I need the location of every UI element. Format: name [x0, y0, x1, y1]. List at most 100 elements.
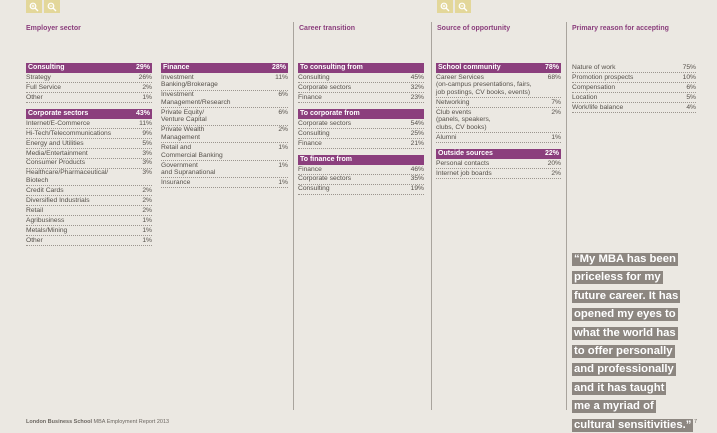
table-row: Insurance 1% [161, 178, 288, 189]
page-number: 7 [694, 419, 698, 425]
data-group: Finance 28% Investment Banking/Brokerage 11… [161, 63, 288, 189]
data-group: Consulting 29% Strategy 26% Full Service 2% Ot… [26, 63, 152, 103]
group-header: Outside sources 22% [436, 149, 561, 160]
quote-line-wrap: cultural sensitivities.” [572, 415, 714, 433]
group-header-label: Outside sources [438, 150, 493, 158]
row-value: 75% [682, 63, 696, 71]
row-label: Other [26, 93, 43, 101]
table-row: Internet job boards 2% [436, 169, 561, 180]
table-row: Personal contacts 20% [436, 159, 561, 170]
primary-reason-title: Primary reason for accepting [572, 25, 669, 32]
row-value: 3% [142, 149, 152, 157]
table-row: Consulting 19% [298, 185, 424, 195]
row-value: 1% [278, 179, 288, 187]
table-row: Internet/E-Commerce 11% [26, 119, 152, 129]
row-value: 45% [410, 73, 424, 81]
zoom-in-icon[interactable] [26, 0, 42, 13]
zoom-out-icon[interactable] [455, 0, 471, 13]
row-label: Consumer Products [26, 159, 86, 167]
row-value: 3% [142, 169, 152, 177]
row-value: 5% [686, 93, 696, 101]
quote-line: and professionally [572, 363, 676, 377]
row-value: 1% [142, 226, 152, 234]
row-label: Club events (panels, speakers, clubs, CV… [436, 108, 491, 131]
quote-line: “My MBA has been [572, 253, 678, 266]
row-value: 4% [686, 103, 696, 111]
quote-line: me a myriad of [572, 400, 656, 414]
group-header-value: 43% [135, 109, 150, 117]
row-value: 3% [142, 159, 152, 167]
row-value: 68% [547, 73, 561, 81]
row-value: 23% [410, 93, 424, 101]
table-row: Corporate sectors 54% [298, 119, 424, 129]
quote-line: and it has taught [572, 381, 667, 395]
table-row: Location 5% [572, 93, 696, 103]
row-label: Corporate sectors [298, 83, 352, 91]
zoom-out-icon[interactable] [44, 0, 60, 13]
group-header: Finance 28% [161, 63, 288, 73]
row-label: Full Service [26, 83, 61, 91]
quote-line-wrap: and it has taught [572, 378, 714, 396]
group-header-label: To finance from [300, 155, 352, 163]
row-label: Private Equity/ Venture Capital [161, 108, 207, 124]
row-label: Media/Entertainment [26, 149, 88, 157]
row-label: Internet/E-Commerce [26, 119, 90, 127]
quote-line: opened my eyes to [572, 308, 678, 322]
row-label: Consulting [298, 185, 330, 193]
group-header-label: Consulting [28, 64, 65, 71]
row-value: 25% [410, 129, 424, 137]
row-value: 21% [410, 139, 424, 147]
group-header-label: Finance [163, 64, 190, 71]
row-value: 2% [142, 187, 152, 194]
group-header-label: To corporate from [300, 109, 360, 117]
quote-line: to offer personally [572, 344, 675, 358]
table-row: Agribusiness 1% [26, 216, 152, 227]
table-row: Energy and Utilities 5% [26, 139, 152, 149]
row-value: 20% [547, 159, 561, 167]
row-label: Finance [298, 93, 322, 101]
row-value: 1% [551, 133, 561, 141]
table-row: Strategy 26% [26, 73, 152, 83]
row-label: Internet job boards [436, 169, 492, 177]
quote-line-wrap: “My MBA has been [572, 249, 714, 267]
table-row: Finance 46% [298, 165, 424, 175]
data-group: To corporate from Corporate sectors 54% Con… [298, 108, 424, 149]
row-label: Diversified Industrials [26, 196, 90, 204]
group-header-value: 22% [544, 150, 559, 158]
row-label: Other [26, 236, 43, 244]
group-header-label: To consulting from [300, 64, 363, 71]
quote-line: what the world has [572, 326, 678, 340]
table-row: Work/life balance 4% [572, 103, 696, 113]
group-header-value: 28% [271, 64, 286, 71]
row-label: Consulting [298, 73, 330, 81]
quote-line-wrap: priceless for my [572, 267, 714, 285]
row-label: Compensation [572, 83, 616, 91]
row-value: 54% [410, 119, 424, 127]
table-row: Promotion prospects 10% [572, 73, 696, 83]
row-label: Finance [298, 139, 322, 147]
zoom-in-icon[interactable] [437, 0, 453, 13]
group-header: School community 78% [436, 63, 561, 73]
quote-line: cultural sensitivities.” [572, 418, 694, 432]
group-header: Consulting 29% [26, 63, 152, 73]
table-row: Consumer Products 3% [26, 159, 152, 169]
table-row: Other 1% [26, 236, 152, 247]
row-value: 2% [142, 196, 152, 204]
row-value: 6% [278, 108, 288, 116]
row-label: Consulting [298, 129, 330, 137]
row-value: 1% [142, 93, 152, 101]
table-row: Finance 23% [298, 93, 424, 103]
row-label: Government and Supranational [161, 161, 216, 177]
row-value: 11% [275, 73, 288, 81]
row-value: 46% [410, 165, 424, 173]
quote-line-wrap: future career. It has [572, 286, 714, 304]
group-header-value: 78% [544, 64, 559, 71]
row-label: Career Services (on-campus presentations… [436, 73, 532, 96]
career-transition-column: To consulting from Consulting 45% Corporate… [298, 63, 424, 201]
row-label: Retail [26, 206, 44, 214]
group-header-label: Corporate sectors [28, 109, 89, 117]
table-row: Consulting 25% [298, 129, 424, 139]
row-label: Corporate sectors [298, 119, 352, 127]
table-row: Diversified Industrials 2% [26, 196, 152, 207]
column-divider [566, 22, 567, 410]
